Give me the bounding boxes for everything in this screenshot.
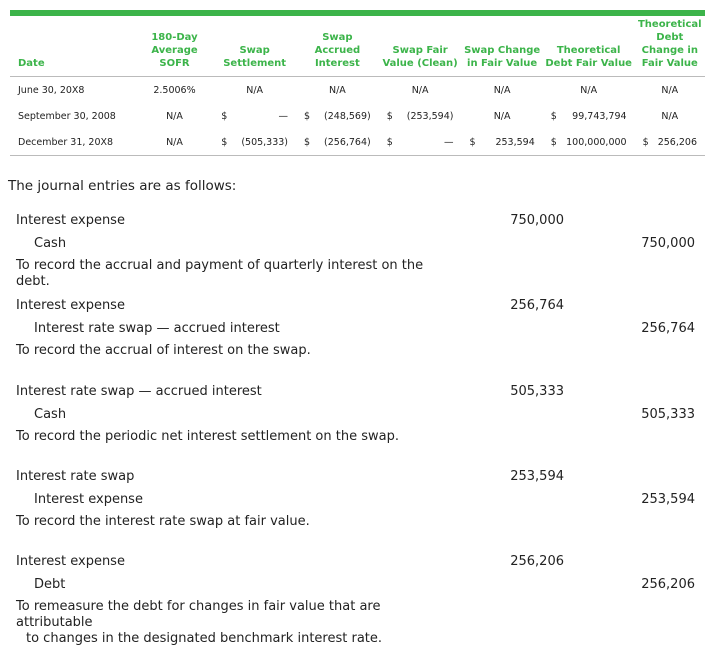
amount: 100,000,000 [566, 136, 627, 148]
entry-memo: To remeasure the debt for changes in fai… [16, 599, 381, 630]
fv-cell: N/A [411, 84, 429, 96]
currency-symbol: $ [304, 136, 311, 148]
table-row: December 31, 20X8 N/A $ (505,333) $ (256,764)… [10, 129, 705, 156]
currency-symbol: $ [221, 110, 228, 122]
debit-amount: 253,594 [510, 469, 564, 484]
table-row: June 30, 20X8 2.5006% N/A N/A N/A N/A N/A N/A [10, 77, 705, 104]
table-row: September 30, 2008 N/A $ — $ (248,569) $ (253,5… [10, 103, 705, 129]
amount: 256,206 [657, 136, 697, 148]
debtchg-cell: N/A [661, 110, 679, 122]
column-header: Theoretical Debt Fair Value [542, 18, 635, 77]
credit-amount: 256,764 [641, 320, 695, 336]
debit-account: Interest expense [16, 298, 125, 313]
debtchg-cell: N/A [661, 84, 679, 96]
debit-account: Interest rate swap [16, 469, 135, 484]
settle-cell: N/A [246, 84, 264, 96]
currency-symbol: $ [550, 110, 557, 122]
entry-memo: To record the interest rate swap at fair… [16, 514, 310, 529]
amount: (253,594) [406, 110, 454, 122]
credit-account: Interest rate swap — accrued interest [34, 320, 280, 336]
amount: (505,333) [241, 136, 289, 148]
journal-entry: Interest expense 256,206 Debt 256,206 To r… [0, 551, 710, 646]
chg-cell: $253,594 [461, 129, 543, 156]
amount: 253,594 [495, 136, 535, 148]
header-accent-bar [10, 10, 705, 16]
debit-account: Interest expense [16, 554, 125, 569]
debt-cell: $99,743,794 [543, 103, 635, 129]
currency-symbol: $ [386, 110, 393, 122]
credit-amount: 253,594 [641, 491, 695, 507]
column-header: Swap Accrued Interest [296, 18, 379, 77]
credit-amount: 256,206 [641, 576, 695, 592]
debit-amount: 256,206 [510, 554, 564, 569]
credit-amount: 505,333 [641, 406, 695, 422]
accrued-cell: $ (256,764) [296, 129, 379, 156]
amount: (248,569) [324, 110, 371, 122]
credit-account: Cash [34, 235, 67, 251]
currency-symbol: $ [469, 136, 476, 148]
intro-text: The journal entries are as follows: [8, 178, 237, 194]
debit-amount: 256,764 [510, 298, 564, 313]
column-header: 180-Day Average SOFR [135, 18, 214, 77]
fv-cell: $ — [378, 129, 462, 156]
column-header: Theoretical Debt Change in Fair Value [634, 18, 705, 77]
amount: — [278, 110, 289, 122]
amount: (256,764) [324, 136, 371, 148]
credit-amount: 750,000 [641, 235, 695, 251]
credit-account: Debt [34, 576, 66, 592]
debit-account: Interest expense [16, 213, 125, 228]
debit-amount: 750,000 [510, 213, 564, 228]
currency-symbol: $ [386, 136, 393, 148]
sofr-cell: 2.5006% [153, 84, 196, 96]
journal-entry: Interest expense 256,764 Interest rate sw… [0, 295, 710, 363]
swap-data-table: Date 180-Day Average SOFR Swap Settlement S… [10, 18, 705, 156]
debit-account: Interest rate swap — accrued interest [16, 384, 262, 399]
sofr-cell: N/A [135, 129, 214, 156]
debtchg-cell: $256,206 [634, 129, 705, 156]
column-header: Swap Change in Fair Value [461, 18, 543, 77]
column-header: Date [10, 18, 136, 77]
date-cell: June 30, 20X8 [18, 84, 85, 96]
accrued-cell: N/A [328, 84, 346, 96]
journal-entry: Interest expense 750,000 Cash 750,000 To r… [0, 210, 710, 289]
currency-symbol: $ [550, 136, 557, 148]
entry-memo: To record the periodic net interest sett… [16, 429, 399, 444]
currency-symbol: $ [304, 110, 311, 122]
settle-cell: $ (505,333) [213, 129, 297, 156]
entry-memo: To record the accrual and payment of qua… [16, 258, 424, 289]
credit-account: Interest expense [34, 491, 143, 507]
amount: — [443, 136, 454, 148]
entry-memo-continued: to changes in the designated benchmark i… [26, 631, 383, 646]
credit-account: Cash [34, 406, 67, 422]
debt-cell: N/A [580, 84, 598, 96]
date-cell: December 31, 20X8 [10, 129, 136, 156]
column-header: Swap Settlement [213, 18, 297, 77]
journal-entry: Interest rate swap — accrued interest 505… [0, 381, 710, 449]
currency-symbol: $ [642, 136, 649, 148]
currency-symbol: $ [221, 136, 228, 148]
chg-cell: N/A [493, 84, 511, 96]
date-cell: September 30, 2008 [18, 110, 116, 122]
amount: 99,743,794 [572, 110, 627, 122]
debit-amount: 505,333 [510, 384, 564, 399]
chg-cell: N/A [493, 110, 511, 122]
settle-cell: $ — [213, 103, 296, 129]
fv-cell: $ (253,594) [379, 103, 462, 129]
accrued-cell: $ (248,569) [296, 103, 379, 129]
journal-entry: Interest rate swap 253,594 Interest expen… [0, 466, 710, 534]
sofr-cell: N/A [166, 110, 183, 122]
entry-memo: To record the accrual of interest on the… [16, 343, 311, 358]
column-header: Swap Fair Value (Clean) [378, 18, 462, 77]
debt-cell: $100,000,000 [542, 129, 635, 156]
